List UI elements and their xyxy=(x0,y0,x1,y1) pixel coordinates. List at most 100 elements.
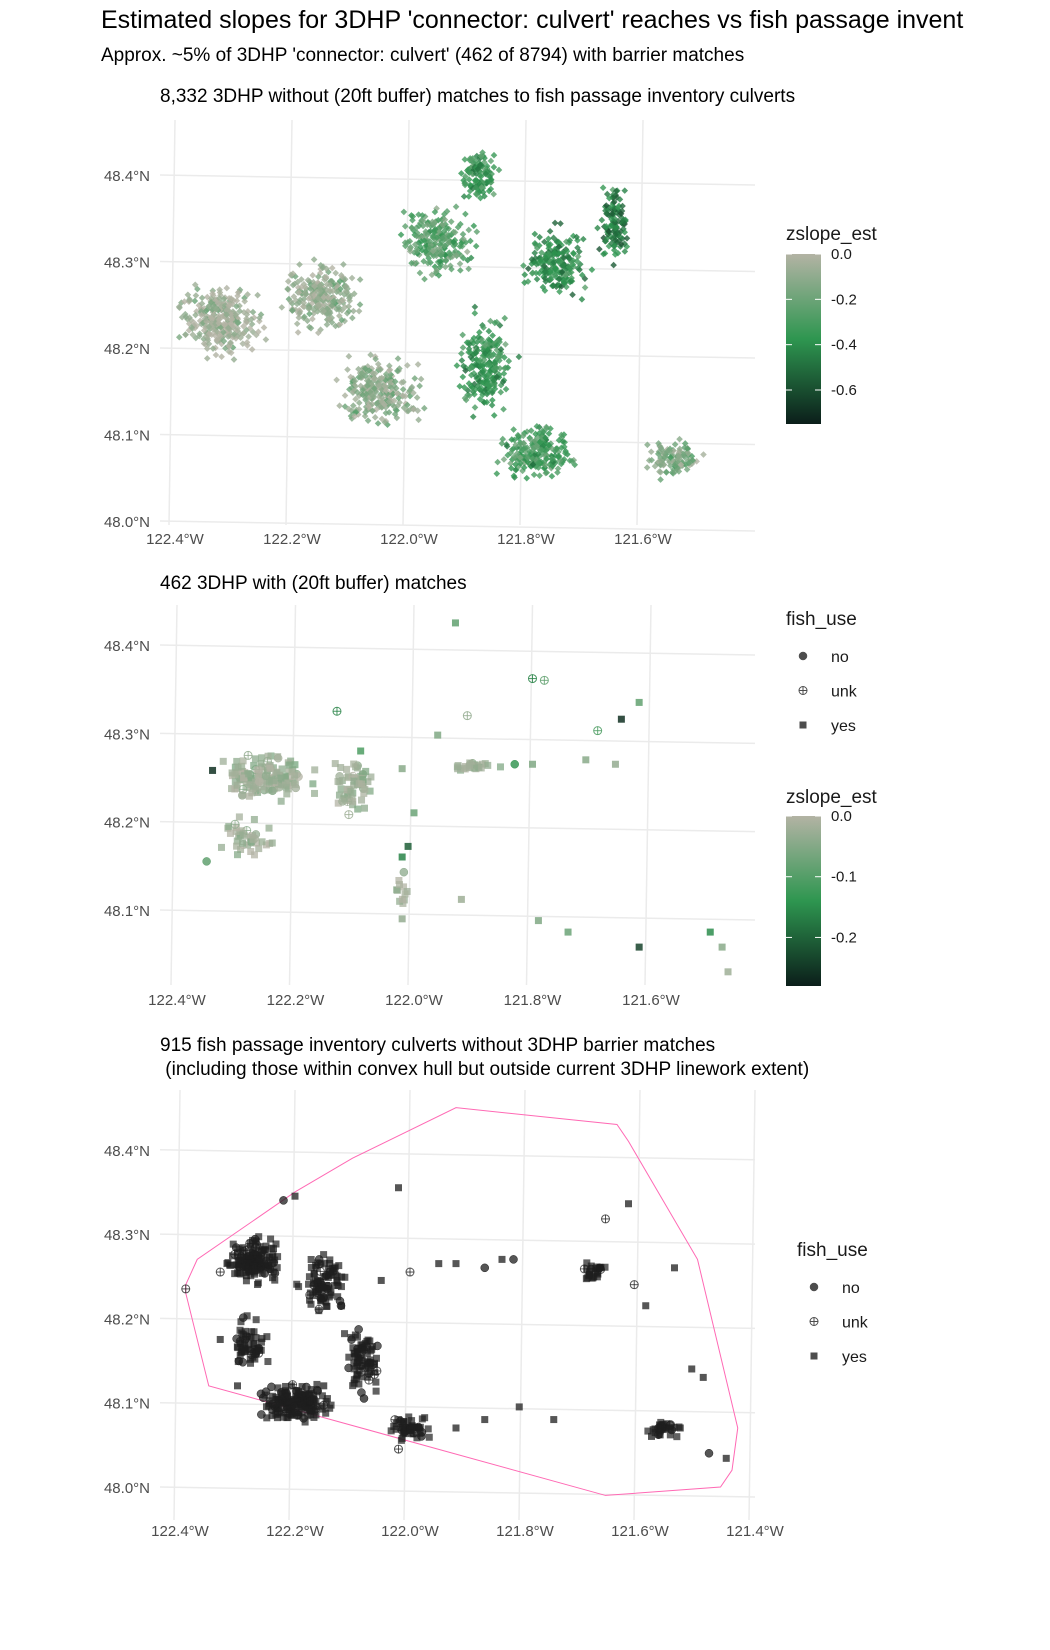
data-point xyxy=(212,351,220,359)
data-point xyxy=(230,297,237,304)
data-point xyxy=(621,240,628,247)
data-point xyxy=(458,170,465,177)
data-point xyxy=(469,170,476,178)
data-point-yes xyxy=(337,785,345,793)
data-point xyxy=(562,271,569,279)
panel-2-title: 462 3DHP with (20ft buffer) matches xyxy=(160,573,467,594)
data-point xyxy=(398,379,405,386)
data-point-yes xyxy=(250,761,258,769)
data-point xyxy=(229,344,237,351)
data-point xyxy=(244,291,251,298)
data-point-yes xyxy=(263,1414,271,1422)
data-point-yes xyxy=(240,774,248,782)
data-point-yes xyxy=(355,1380,363,1388)
data-point xyxy=(433,268,440,275)
data-point xyxy=(520,262,527,269)
data-point xyxy=(349,402,357,409)
colorbar-label: 0.0 xyxy=(831,246,852,263)
data-point xyxy=(536,438,544,446)
data-point xyxy=(485,370,493,378)
data-point-yes xyxy=(239,757,247,765)
data-point xyxy=(220,295,228,303)
data-point-yes xyxy=(264,752,272,760)
data-point xyxy=(203,355,211,362)
data-point-yes xyxy=(364,1363,372,1371)
data-point xyxy=(212,320,219,328)
data-point-yes xyxy=(322,1409,330,1417)
data-point-yes xyxy=(295,1412,303,1420)
data-point-yes xyxy=(243,1312,251,1320)
data-point xyxy=(309,315,316,323)
data-point xyxy=(480,164,488,172)
data-point-yes xyxy=(481,1416,489,1424)
data-point-unk xyxy=(601,1214,610,1224)
data-point-yes xyxy=(635,943,643,951)
data-point-yes xyxy=(242,1277,250,1285)
data-point-yes xyxy=(313,1380,321,1388)
data-point xyxy=(566,254,573,262)
data-point-yes xyxy=(326,1404,334,1412)
data-point-no xyxy=(336,1301,346,1311)
data-point-yes xyxy=(272,1240,280,1248)
data-point xyxy=(657,444,665,452)
data-point xyxy=(487,176,495,183)
data-point xyxy=(462,210,469,218)
data-point xyxy=(430,221,437,228)
data-point xyxy=(301,313,308,321)
data-point xyxy=(465,265,472,273)
data-point-yes xyxy=(274,1384,282,1392)
data-point-yes xyxy=(264,1358,272,1366)
data-point-yes xyxy=(406,1426,414,1434)
gridline-lon xyxy=(285,119,293,526)
data-point-no xyxy=(279,1196,288,1205)
data-point xyxy=(424,259,432,267)
data-point xyxy=(683,466,691,473)
data-point xyxy=(323,321,331,328)
data-point-yes xyxy=(247,848,255,856)
data-point xyxy=(670,447,677,455)
data-point-yes xyxy=(601,1263,609,1271)
data-point-yes xyxy=(334,799,342,807)
data-point xyxy=(371,414,379,421)
data-point xyxy=(408,224,415,231)
data-point-yes xyxy=(252,783,260,791)
data-point xyxy=(198,294,206,302)
data-point xyxy=(362,365,369,373)
data-point xyxy=(192,311,199,319)
data-point-yes xyxy=(360,804,368,812)
x-tick-label: 121.6°W xyxy=(611,1523,670,1540)
data-point-yes xyxy=(326,1260,334,1268)
x-tick-label: 121.8°W xyxy=(497,531,556,548)
data-point xyxy=(416,382,423,390)
data-point xyxy=(512,461,519,468)
data-point xyxy=(526,448,534,455)
data-point-yes xyxy=(413,1434,421,1442)
data-point xyxy=(230,330,238,338)
data-point-yes xyxy=(245,1341,253,1349)
data-point xyxy=(488,401,496,409)
data-point-yes xyxy=(398,895,406,903)
data-point xyxy=(477,384,485,392)
data-point xyxy=(546,258,554,266)
data-point xyxy=(205,340,213,348)
data-point xyxy=(563,269,571,277)
data-point-yes xyxy=(319,1283,327,1291)
data-point xyxy=(460,177,467,184)
data-point xyxy=(348,415,356,422)
data-point-yes xyxy=(435,1260,443,1268)
data-point xyxy=(364,417,372,424)
gridline-lat xyxy=(159,1317,756,1330)
data-point xyxy=(316,269,324,277)
x-tick-label: 121.6°W xyxy=(614,531,673,548)
data-point xyxy=(542,268,549,275)
legend-fish-use-item: unk xyxy=(831,684,858,701)
data-point xyxy=(296,299,303,306)
data-point xyxy=(257,311,265,318)
data-point xyxy=(430,252,437,260)
data-point-yes xyxy=(268,1392,276,1400)
data-point xyxy=(209,345,217,352)
data-point-yes xyxy=(318,1402,326,1410)
data-point-yes xyxy=(228,1252,236,1260)
data-point xyxy=(357,382,364,390)
